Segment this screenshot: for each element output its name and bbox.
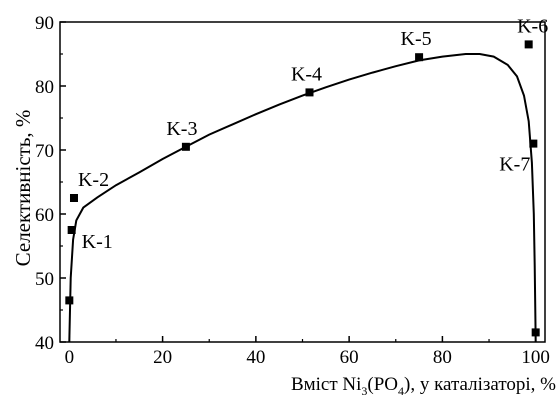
point-label: K-4 [291,63,322,85]
data-point [305,88,314,97]
point-label: K-7 [499,154,530,176]
x-tick-label: 40 [246,347,265,368]
data-point [415,53,424,62]
axes: 0 20 40 60 80 100 40 50 60 70 80 90 [35,13,550,368]
data-point [529,139,538,148]
y-axis-label: Селективність, % [11,110,35,267]
y-tick-label: 60 [35,205,54,226]
point-label: K-6 [517,15,548,37]
fit-curve [68,53,537,343]
x-tick-label: 80 [433,347,452,368]
data-points [65,40,540,337]
point-labels: K-1 K-2 K-3 K-4 K-5 K-6 K-7 [78,15,548,253]
y-tick-label: 90 [35,13,54,34]
data-point [524,40,533,49]
point-label: K-3 [166,118,197,140]
point-label: K-5 [401,28,432,50]
x-tick-label: 100 [521,347,550,368]
y-tick-label: 50 [35,269,54,290]
data-point [181,142,190,151]
y-tick-label: 70 [35,141,54,162]
point-label: K-1 [82,231,113,253]
x-tick-label: 60 [340,347,359,368]
y-tick-label: 80 [35,77,54,98]
data-point [65,296,74,305]
y-tick-label: 40 [35,333,54,354]
x-tick-label: 0 [65,347,75,368]
x-axis-label: Вміст Ni3(PO4), у каталізаторі, % [291,374,556,398]
data-point [69,194,78,202]
x-tick-label: 20 [153,347,172,368]
data-point [67,226,76,234]
data-point [531,328,540,337]
point-label: K-2 [78,169,109,191]
